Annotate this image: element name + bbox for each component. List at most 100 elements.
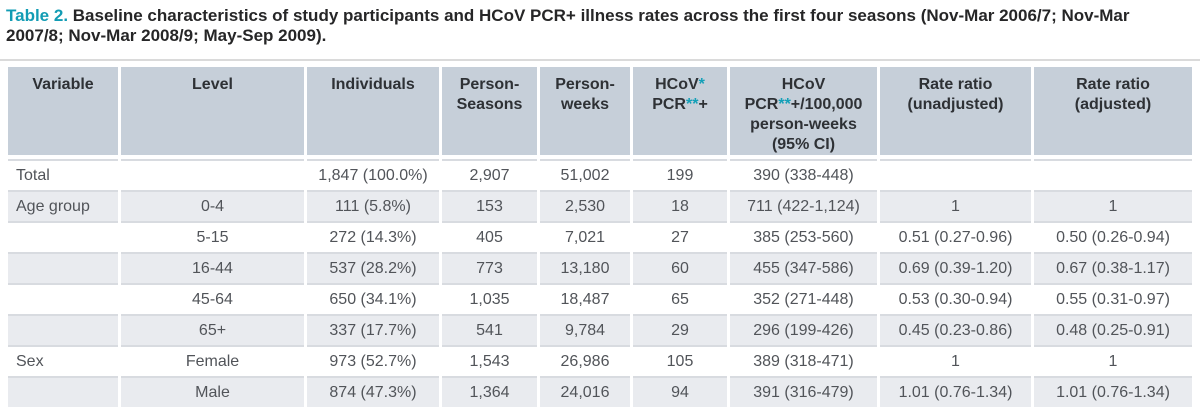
table-row: 5-15 272 (14.3%) 405 7,021 27 385 (253-560) 0.…: [8, 221, 1192, 252]
cell-rate-ratio-adjusted: 0.55 (0.31-0.97): [1034, 283, 1192, 314]
cell-person-weeks: 9,784: [540, 314, 630, 345]
table-caption-text: Baseline characteristics of study partic…: [6, 6, 1130, 45]
cell-variable: Sex: [8, 345, 118, 376]
cell-variable: Total: [8, 159, 118, 190]
table-header: Variable Level Individuals Person- Seasons Pe…: [8, 67, 1192, 159]
cell-rate-ratio-unadjusted: 0.53 (0.30-0.94): [880, 283, 1031, 314]
cell-level: 65+: [121, 314, 304, 345]
cell-person-seasons: 1,035: [442, 283, 537, 314]
cell-rate-ratio-adjusted: [1034, 159, 1192, 190]
cell-person-seasons: 153: [442, 190, 537, 221]
table-row: Total 1,847 (100.0%) 2,907 51,002 199 390 (33…: [8, 159, 1192, 190]
cell-person-weeks: 7,021: [540, 221, 630, 252]
cell-hcov-pcr-positive: 27: [633, 221, 727, 252]
cell-person-weeks: 13,180: [540, 252, 630, 283]
column-header-individuals: Individuals: [307, 67, 439, 159]
cell-hcov-pcr-positive: 18: [633, 190, 727, 221]
column-header-rate-ratio-adjusted: Rate ratio (adjusted): [1034, 67, 1192, 159]
cell-person-weeks: 18,487: [540, 283, 630, 314]
cell-rate-ratio-unadjusted: 1: [880, 345, 1031, 376]
table-row: Age group 0-4 111 (5.8%) 153 2,530 18 711 (422…: [8, 190, 1192, 221]
cell-rate-ratio-unadjusted: 1.01 (0.76-1.34): [880, 376, 1031, 407]
cell-rate-ratio-adjusted: 0.67 (0.38-1.17): [1034, 252, 1192, 283]
baseline-characteristics-table: Variable Level Individuals Person- Seasons Pe…: [5, 67, 1195, 407]
cell-person-weeks: 2,530: [540, 190, 630, 221]
column-header-hcov-pcr-positive: HCoV* PCR**+: [633, 67, 727, 159]
column-header-level: Level: [121, 67, 304, 159]
cell-person-seasons: 2,907: [442, 159, 537, 190]
cell-rate-ratio-adjusted: 1: [1034, 190, 1192, 221]
cell-individuals: 537 (28.2%): [307, 252, 439, 283]
cell-person-seasons: 541: [442, 314, 537, 345]
table-body: Total 1,847 (100.0%) 2,907 51,002 199 390 (33…: [8, 159, 1192, 407]
footnote-marker: **: [685, 96, 699, 113]
cell-individuals: 1,847 (100.0%): [307, 159, 439, 190]
cell-person-seasons: 773: [442, 252, 537, 283]
cell-hcov-pcr-rate-per-100000: 385 (253-560): [730, 221, 877, 252]
cell-variable: [8, 221, 118, 252]
cell-individuals: 874 (47.3%): [307, 376, 439, 407]
cell-level: 5-15: [121, 221, 304, 252]
table-row: 16-44 537 (28.2%) 773 13,180 60 455 (347-586)…: [8, 252, 1192, 283]
cell-variable: [8, 252, 118, 283]
cell-hcov-pcr-rate-per-100000: 389 (318-471): [730, 345, 877, 376]
cell-individuals: 272 (14.3%): [307, 221, 439, 252]
footnote-marker: **: [778, 96, 791, 113]
cell-hcov-pcr-rate-per-100000: 455 (347-586): [730, 252, 877, 283]
cell-level: 16-44: [121, 252, 304, 283]
cell-individuals: 650 (34.1%): [307, 283, 439, 314]
cell-rate-ratio-adjusted: 1: [1034, 345, 1192, 376]
column-header-hcov-pcr-rate-per-100000: HCoV PCR**+/100,000 person-weeks (95% CI): [730, 67, 877, 159]
cell-rate-ratio-adjusted: 0.50 (0.26-0.94): [1034, 221, 1192, 252]
cell-rate-ratio-adjusted: 1.01 (0.76-1.34): [1034, 376, 1192, 407]
cell-person-weeks: 51,002: [540, 159, 630, 190]
column-header-person-weeks: Person-weeks: [540, 67, 630, 159]
cell-level: Male: [121, 376, 304, 407]
cell-rate-ratio-unadjusted: 1: [880, 190, 1031, 221]
footnote-marker: *: [698, 76, 705, 93]
cell-individuals: 111 (5.8%): [307, 190, 439, 221]
cell-level: 0-4: [121, 190, 304, 221]
cell-individuals: 337 (17.7%): [307, 314, 439, 345]
cell-level: [121, 159, 304, 190]
table-number-label: Table 2.: [6, 6, 69, 25]
cell-rate-ratio-unadjusted: 0.69 (0.39-1.20): [880, 252, 1031, 283]
cell-hcov-pcr-positive: 65: [633, 283, 727, 314]
column-header-person-seasons: Person- Seasons: [442, 67, 537, 159]
column-header-rate-ratio-unadjusted: Rate ratio (unadjusted): [880, 67, 1031, 159]
table-row: Sex Female 973 (52.7%) 1,543 26,986 105 389 (3…: [8, 345, 1192, 376]
cell-level: 45-64: [121, 283, 304, 314]
cell-variable: [8, 314, 118, 345]
cell-person-weeks: 24,016: [540, 376, 630, 407]
cell-hcov-pcr-positive: 94: [633, 376, 727, 407]
cell-rate-ratio-unadjusted: 0.51 (0.27-0.96): [880, 221, 1031, 252]
cell-variable: [8, 283, 118, 314]
cell-rate-ratio-unadjusted: [880, 159, 1031, 190]
cell-hcov-pcr-rate-per-100000: 352 (271-448): [730, 283, 877, 314]
cell-variable: [8, 376, 118, 407]
cell-hcov-pcr-positive: 29: [633, 314, 727, 345]
table-top-rule: [0, 59, 1200, 61]
cell-hcov-pcr-positive: 199: [633, 159, 727, 190]
table-row: 65+ 337 (17.7%) 541 9,784 29 296 (199-426) 0.4…: [8, 314, 1192, 345]
cell-variable: Age group: [8, 190, 118, 221]
cell-hcov-pcr-positive: 60: [633, 252, 727, 283]
header-row: Variable Level Individuals Person- Seasons Pe…: [8, 67, 1192, 159]
cell-individuals: 973 (52.7%): [307, 345, 439, 376]
cell-person-seasons: 1,543: [442, 345, 537, 376]
table-row: 45-64 650 (34.1%) 1,035 18,487 65 352 (271-44…: [8, 283, 1192, 314]
cell-level: Female: [121, 345, 304, 376]
cell-rate-ratio-unadjusted: 0.45 (0.23-0.86): [880, 314, 1031, 345]
cell-hcov-pcr-positive: 105: [633, 345, 727, 376]
cell-person-seasons: 1,364: [442, 376, 537, 407]
cell-hcov-pcr-rate-per-100000: 391 (316-479): [730, 376, 877, 407]
table-caption: Table 2. Baseline characteristics of stu…: [0, 0, 1200, 46]
cell-hcov-pcr-rate-per-100000: 390 (338-448): [730, 159, 877, 190]
table-row: Male 874 (47.3%) 1,364 24,016 94 391 (316-479…: [8, 376, 1192, 407]
cell-rate-ratio-adjusted: 0.48 (0.25-0.91): [1034, 314, 1192, 345]
cell-person-seasons: 405: [442, 221, 537, 252]
column-header-variable: Variable: [8, 67, 118, 159]
cell-hcov-pcr-rate-per-100000: 296 (199-426): [730, 314, 877, 345]
cell-hcov-pcr-rate-per-100000: 711 (422-1,124): [730, 190, 877, 221]
cell-person-weeks: 26,986: [540, 345, 630, 376]
